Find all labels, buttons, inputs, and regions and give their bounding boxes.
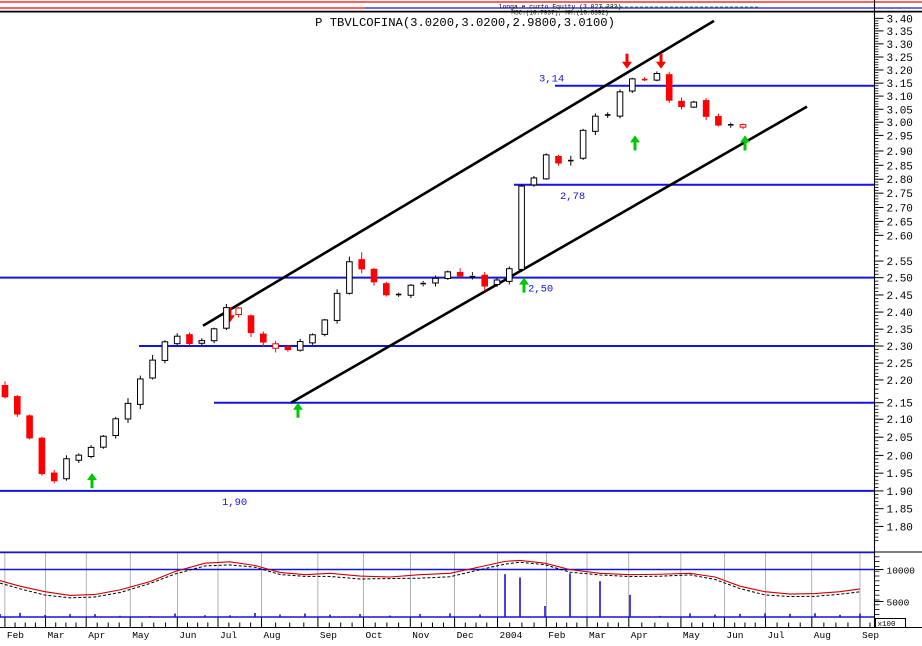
svg-text:Jun: Jun [726, 630, 743, 641]
svg-text:2.80: 2.80 [887, 175, 913, 187]
svg-text:Nov: Nov [412, 630, 429, 641]
svg-text:May: May [132, 630, 149, 641]
svg-text:3.05: 3.05 [887, 105, 913, 117]
svg-text:2.40: 2.40 [887, 308, 913, 320]
svg-text:2.45: 2.45 [887, 291, 913, 303]
svg-text:1.85: 1.85 [887, 505, 913, 517]
svg-text:1,90: 1,90 [222, 497, 247, 509]
svg-text:2.65: 2.65 [887, 217, 913, 229]
svg-text:Mar: Mar [589, 630, 606, 641]
svg-text:2.75: 2.75 [887, 189, 913, 201]
svg-text:Sep: Sep [320, 630, 337, 641]
svg-text:3.15: 3.15 [887, 79, 913, 91]
svg-text:Jul: Jul [768, 630, 785, 641]
svg-text:2.05: 2.05 [887, 433, 913, 445]
svg-text:2.30: 2.30 [887, 342, 913, 354]
svg-text:Feb: Feb [7, 630, 24, 641]
svg-text:3.30: 3.30 [887, 40, 913, 52]
svg-text:Oct: Oct [366, 630, 383, 641]
svg-text:2.70: 2.70 [887, 203, 913, 215]
svg-text:3.20: 3.20 [887, 66, 913, 78]
svg-text:1.80: 1.80 [887, 522, 913, 534]
svg-text:Mar: Mar [48, 630, 65, 641]
svg-text:2.25: 2.25 [887, 359, 913, 371]
svg-text:10000: 10000 [887, 566, 916, 577]
svg-text:2.50: 2.50 [887, 274, 913, 286]
svg-text:Jun: Jun [179, 630, 196, 641]
svg-text:Jul: Jul [220, 630, 237, 641]
svg-text:2.15: 2.15 [887, 399, 913, 411]
svg-text:2.60: 2.60 [887, 231, 913, 243]
svg-text:3.25: 3.25 [887, 53, 913, 65]
svg-text:1.90: 1.90 [887, 487, 913, 499]
svg-text:Aug: Aug [264, 630, 281, 641]
svg-text:2.90: 2.90 [887, 147, 913, 159]
svg-text:3,14: 3,14 [539, 74, 564, 86]
svg-text:Aug: Aug [814, 630, 831, 641]
svg-text:Apr: Apr [88, 630, 105, 641]
svg-text:2.35: 2.35 [887, 325, 913, 337]
svg-text:3.10: 3.10 [887, 92, 913, 104]
svg-text:Apr: Apr [631, 630, 648, 641]
svg-text:Sep: Sep [862, 630, 879, 641]
svg-text:5000: 5000 [887, 598, 910, 609]
svg-text:2.10: 2.10 [887, 415, 913, 427]
svg-text:2,78: 2,78 [560, 191, 585, 203]
svg-text:2.85: 2.85 [887, 161, 913, 173]
svg-text:Dec: Dec [457, 630, 474, 641]
svg-text:x100: x100 [878, 621, 897, 629]
svg-text:2.20: 2.20 [887, 376, 913, 388]
svg-text:2,50: 2,50 [528, 284, 553, 296]
svg-text:May: May [683, 630, 700, 641]
svg-text:2.00: 2.00 [887, 451, 913, 463]
svg-text:3.35: 3.35 [887, 27, 913, 39]
svg-text:3.40: 3.40 [887, 14, 913, 26]
svg-text:1.95: 1.95 [887, 469, 913, 481]
svg-text:P TBVLCOFINA(3.0200,3.0200,2.9: P TBVLCOFINA(3.0200,3.0200,2.9800,3.0100… [315, 16, 615, 30]
svg-text:2.55: 2.55 [887, 257, 913, 269]
svg-text:2.95: 2.95 [887, 131, 913, 143]
svg-text:3.00: 3.00 [887, 118, 913, 130]
svg-text:2004: 2004 [500, 630, 523, 641]
svg-text:Feb: Feb [548, 630, 565, 641]
